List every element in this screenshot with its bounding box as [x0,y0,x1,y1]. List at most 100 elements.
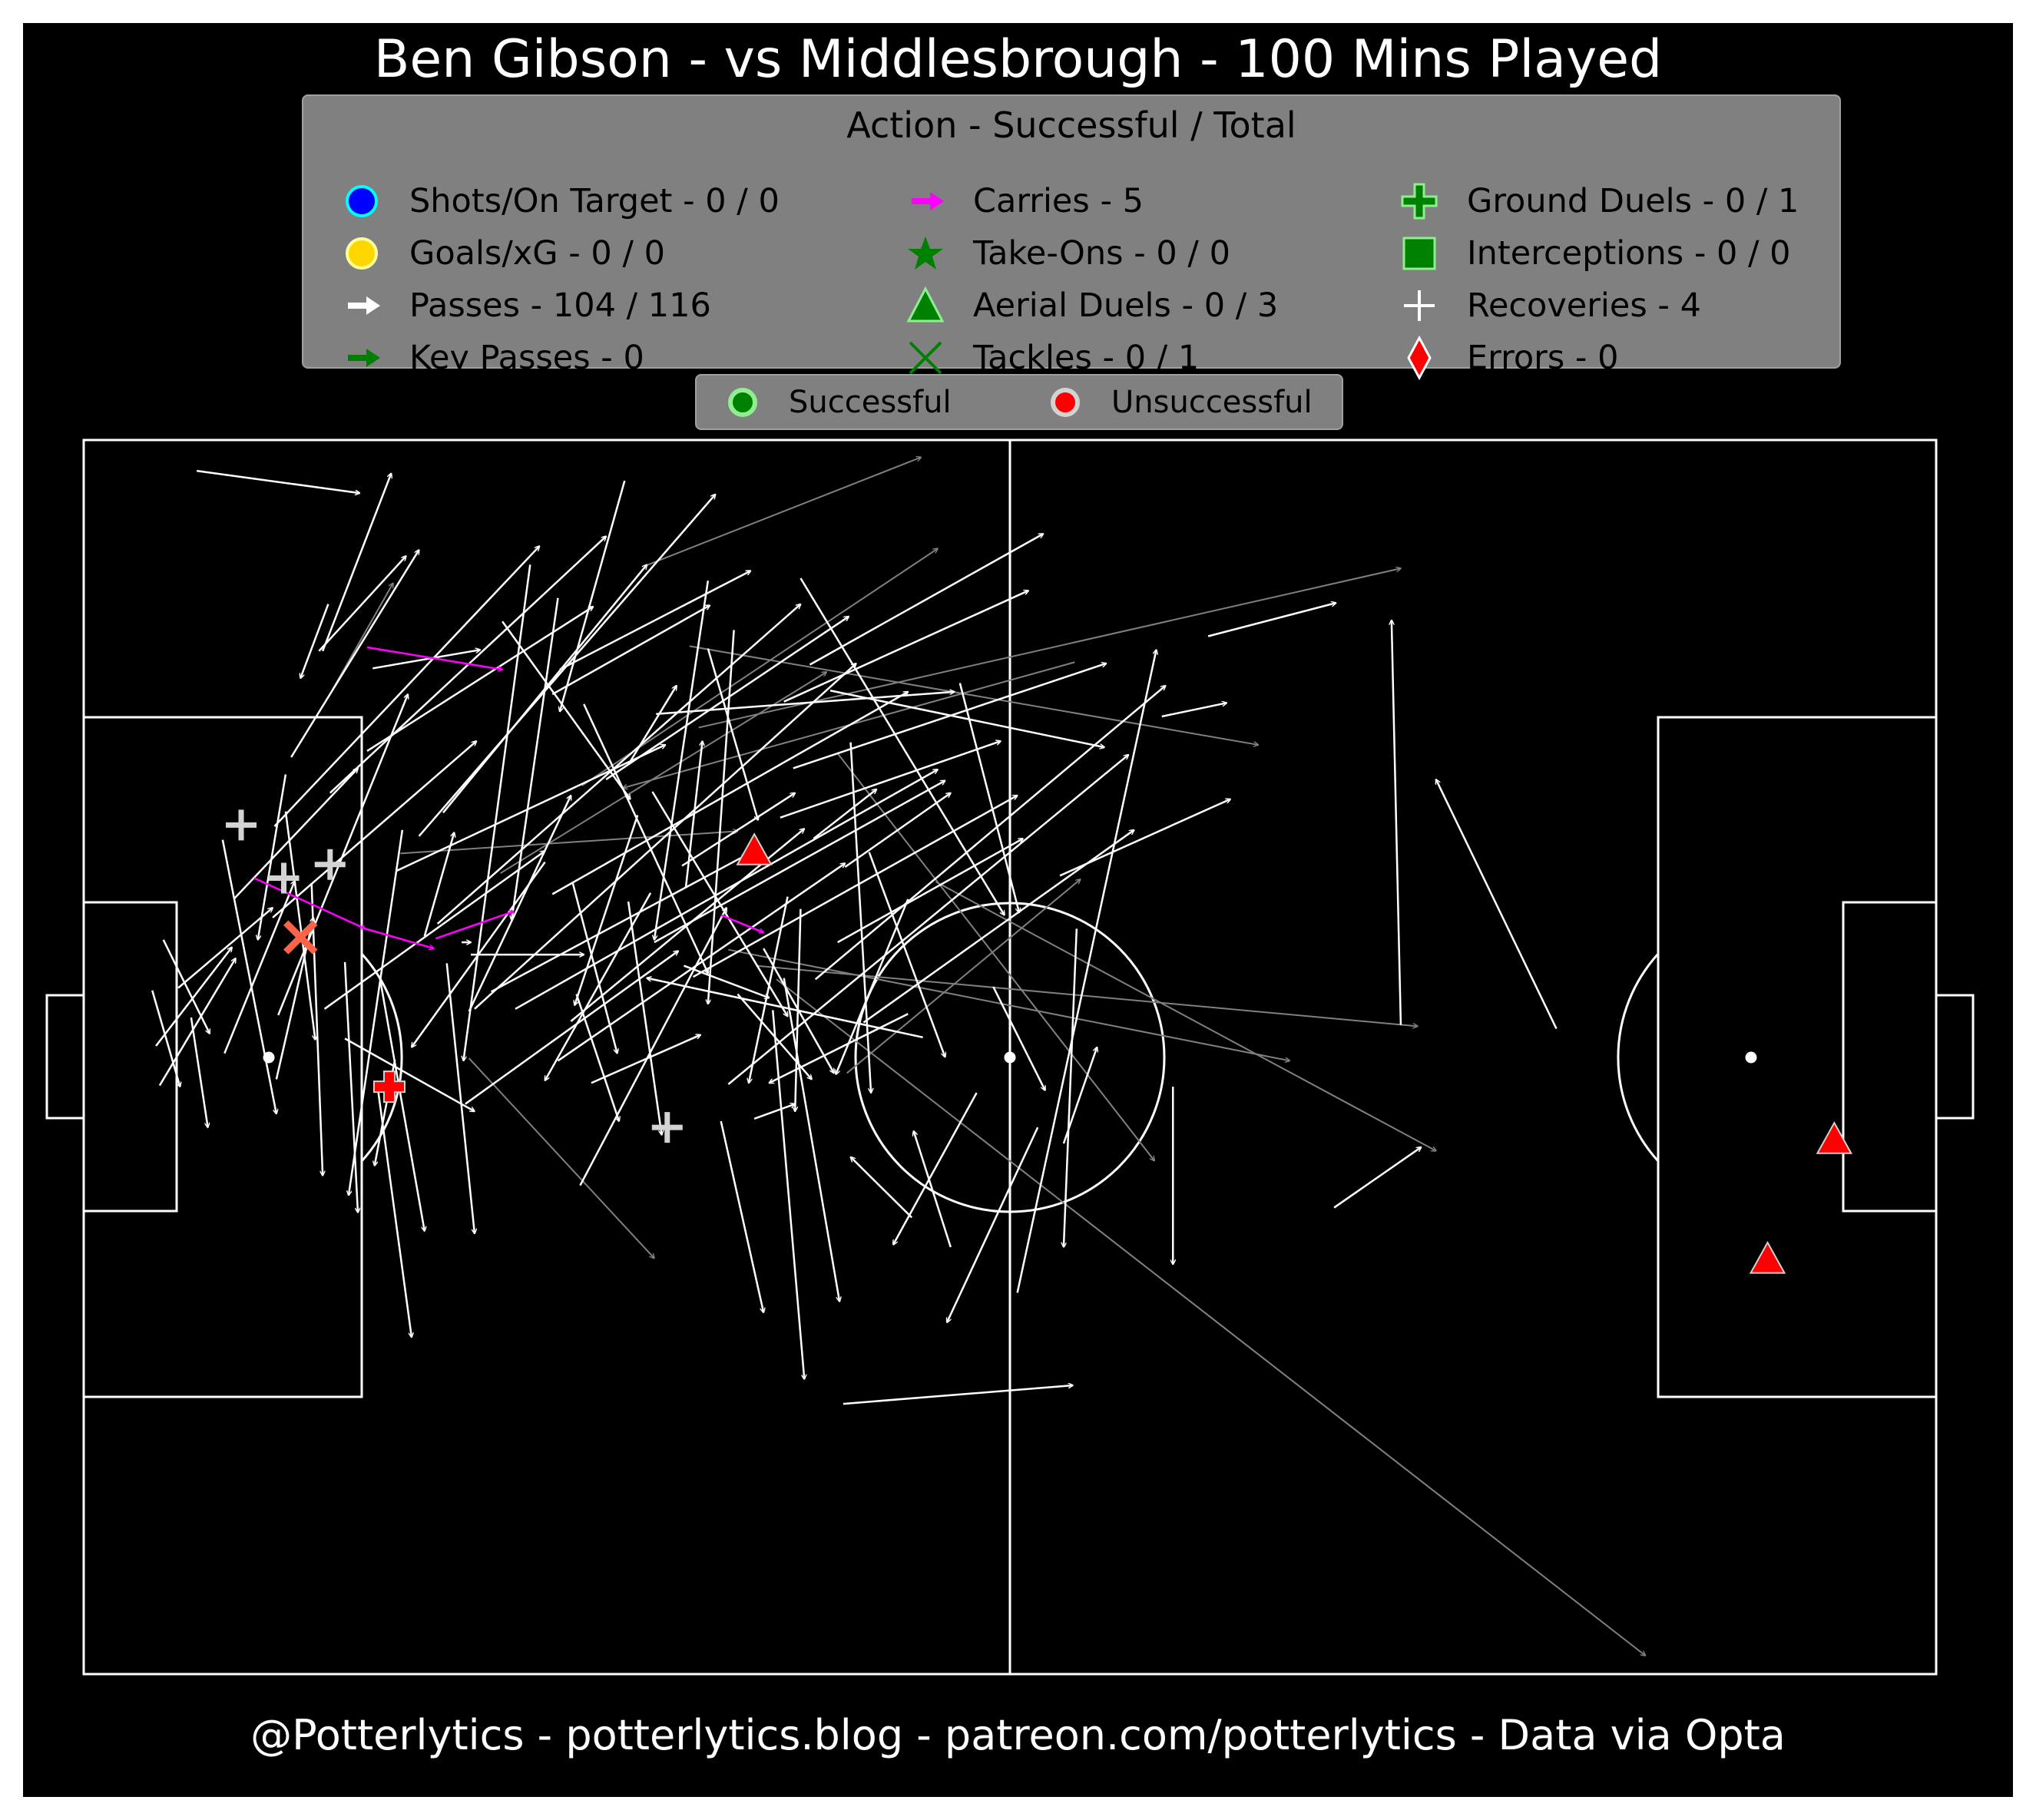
successful-pass-arrow [720,1120,763,1312]
unsuccessful-pass-arrow [846,879,1081,1074]
unsuccessful-pass-arrow [689,645,1258,745]
legend-label-takeons: Take-Ons - 0 / 0 [973,234,1230,273]
successful-pass-arrow [223,881,295,1054]
carry-arrow [365,928,434,948]
successful-pass-arrow [463,564,531,1061]
successful-pass-arrow [233,768,358,900]
legend-label-goals: Goals/xG - 0 / 0 [409,234,665,273]
successful-pass-arrow [196,469,359,493]
right-goal [1935,994,1975,1120]
successful-pass-arrow [843,1385,1073,1405]
successful-pass-arrow [681,793,795,867]
successful-pass-arrow [947,1127,1039,1322]
centre-circle [854,902,1166,1213]
unsuccessful-pass-arrow [644,457,921,567]
successful-pass-arrow [780,741,1001,819]
right-penalty-box [1657,716,1938,1398]
take-on-star-icon [908,237,943,270]
shots-circle-icon [346,185,378,217]
left-goal [45,994,85,1120]
right-six-yard-box [1842,901,1938,1213]
successful-pass-arrow [502,620,630,799]
successful-pass-arrow [349,829,404,1196]
right-penalty-arc [1617,952,1660,1163]
successful-pass-arrow [158,958,236,1087]
successful-pass-arrow [800,577,1004,915]
successful-pass-arrow [829,689,1104,747]
left-six-yard-box [82,901,178,1213]
successful-pass-arrow [836,898,909,1074]
centre-spot [1004,1051,1016,1064]
successful-pass-arrow [769,1013,909,1084]
successful-pass-arrow [511,597,559,920]
legend-label-ground: Ground Duels - 0 / 1 [1467,182,1799,220]
successful-pass-arrow [571,882,617,1054]
successful-pass-arrow [654,581,710,940]
successful-pass-arrow [1064,928,1078,1247]
successful-pass-arrow [290,550,419,758]
unsuccessful-pass-arrow [331,583,393,691]
interception-square-icon [1402,237,1436,270]
successful-pass-arrow [151,990,180,1087]
successful-pass-arrow [545,892,652,1080]
recovery-marker [651,1112,683,1143]
successful-pass-arrow [868,852,945,1057]
unsuccessful-pass-arrow [836,753,1154,1160]
successful-pass-arrow [396,745,666,872]
successful-pass-arrow [515,769,938,1010]
successful-pass-arrow [284,811,316,1040]
successful-pass-arrow [914,1131,952,1248]
successful-pass-arrow [575,994,619,1122]
successful-pass-arrow [321,473,391,652]
successful-pass-arrow [155,947,232,1047]
legend-label-keypasses: Key Passes - 0 [409,339,644,377]
successful-pass-arrow [692,796,1018,978]
carry-arrow [435,912,513,940]
unsuccessful-pass-arrow [776,978,1645,1656]
event-marks [151,457,1853,1656]
legend-label-errors: Errors - 0 [1467,339,1619,377]
aerial-duel-marker [1749,1240,1786,1274]
successful-pass-arrow [344,1037,475,1111]
action-legend: Action - Successful / Total Shots/On Tar… [302,94,1841,381]
successful-pass-arrow [272,741,476,918]
aerial-duel-marker [1816,1121,1853,1154]
successful-pass-arrow [795,908,802,1112]
legend-label-unsuccessful: Unsuccessful [1111,385,1313,420]
carry-arrow [253,877,366,928]
successful-pass-arrow [605,617,849,780]
successful-pass-arrow [551,692,908,895]
successful-pass-arrow [300,604,329,678]
unsuccessful-pass-arrow [581,548,938,786]
successful-pass-arrow [579,908,728,1186]
tackle-marker [283,920,318,955]
successful-pass-arrow [772,1010,804,1378]
successful-pass-arrow [647,978,923,1039]
legend-label-recoveries: Recoveries - 4 [1467,286,1701,325]
successful-pass-arrow [574,815,639,1005]
unsuccessful-pass-arrow [756,965,1418,1027]
successful-pass-arrow [684,965,769,998]
successful-pass-arrow [377,1091,412,1337]
footer-credit: @Potterlytics - potterlytics.blog - patr… [250,1711,1786,1759]
successful-pass-arrow [273,546,539,827]
carry-arrow [366,646,502,670]
successful-pass-arrow [708,630,735,1004]
successful-pass-arrow [591,1035,700,1084]
unsuccessful-pass-arrow [728,948,1289,1061]
legend-label-shots: Shots/On Target - 0 / 0 [409,182,780,220]
successful-pass-arrow [627,686,677,766]
successful-pass-arrow [1207,603,1336,637]
chart-title: Ben Gibson - vs Middlesbrough - 100 Mins… [373,29,1663,90]
successful-pass-arrow [583,703,708,973]
legend-title: Action - Successful / Total [846,104,1296,146]
successful-pass-arrow [1059,799,1230,877]
successful-pass-arrow [1333,1147,1421,1209]
successful-pass-arrow [627,901,661,1135]
recovery-marker [314,849,346,880]
successful-pass-arrow [1392,620,1402,1025]
successful-pass-arrow [783,591,1028,703]
successful-dot-icon [728,388,757,417]
successful-pass-arrow [557,863,845,1062]
successful-pass-arrow [190,1017,208,1127]
